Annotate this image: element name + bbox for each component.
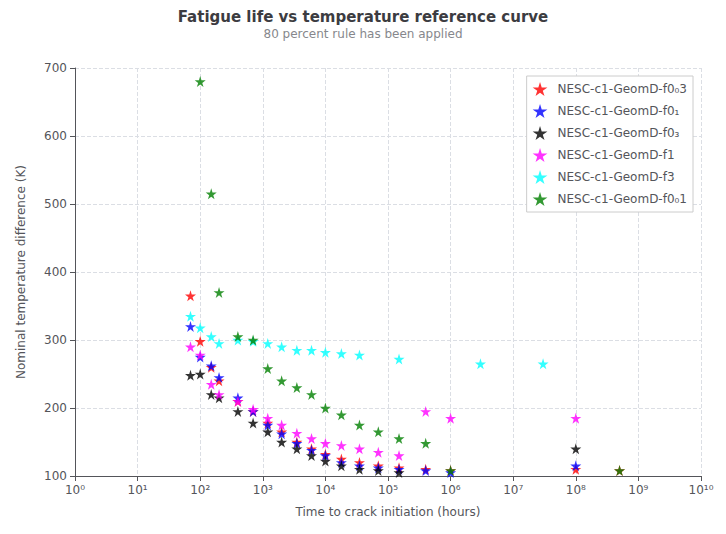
svg-text:NESC-c1-GeomD-f0₃: NESC-c1-GeomD-f0₃: [558, 126, 680, 140]
svg-text:NESC-c1-GeomD-f3: NESC-c1-GeomD-f3: [558, 170, 675, 184]
svg-text:NESC-c1-GeomD-f0₁: NESC-c1-GeomD-f0₁: [558, 104, 680, 118]
svg-text:10²: 10²: [190, 483, 210, 497]
svg-text:Time to crack initiation (hour: Time to crack initiation (hours): [295, 505, 481, 519]
svg-text:400: 400: [44, 265, 67, 279]
svg-text:10¹: 10¹: [128, 483, 148, 497]
svg-text:100: 100: [44, 469, 67, 483]
svg-text:10⁶: 10⁶: [441, 483, 461, 497]
svg-text:10⁷: 10⁷: [503, 483, 523, 497]
svg-text:Fatigue life vs temperature re: Fatigue life vs temperature reference cu…: [178, 8, 549, 26]
svg-text:NESC-c1-GeomD-f0₀3: NESC-c1-GeomD-f0₀3: [558, 82, 687, 96]
svg-text:10³: 10³: [253, 483, 273, 497]
svg-text:600: 600: [44, 129, 67, 143]
svg-text:Nominal temperature difference: Nominal temperature difference (K): [14, 165, 28, 379]
svg-text:NESC-c1-GeomD-f1: NESC-c1-GeomD-f1: [558, 148, 675, 162]
svg-text:NESC-c1-GeomD-f0₀1: NESC-c1-GeomD-f0₀1: [558, 192, 687, 206]
svg-text:10¹⁰: 10¹⁰: [689, 483, 714, 497]
svg-text:80 percent rule has been appli: 80 percent rule has been applied: [263, 27, 462, 41]
svg-text:10⁴: 10⁴: [315, 483, 335, 497]
svg-text:10⁵: 10⁵: [378, 483, 398, 497]
svg-text:200: 200: [44, 401, 67, 415]
svg-text:10⁹: 10⁹: [628, 483, 648, 497]
svg-text:10⁸: 10⁸: [566, 483, 586, 497]
svg-text:700: 700: [44, 61, 67, 75]
svg-text:500: 500: [44, 197, 67, 211]
svg-text:10⁰: 10⁰: [65, 483, 85, 497]
svg-text:300: 300: [44, 333, 67, 347]
